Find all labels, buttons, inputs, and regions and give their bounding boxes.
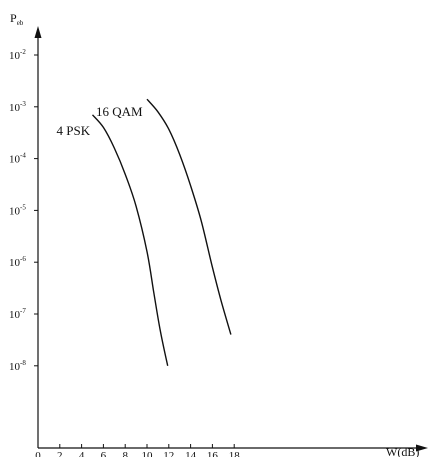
y-ticks: 10-2 10-3 10-4 10-5 10-6 10-7 10-8 — [9, 48, 38, 373]
y-axis-label-main: P — [10, 11, 17, 25]
y-axis-arrow — [34, 26, 42, 38]
x-axis-label: W(dB) — [386, 445, 419, 457]
x-tick-label: 4 — [79, 450, 85, 457]
x-tick-label: 6 — [101, 450, 107, 457]
x-tick-label: 16 — [207, 450, 219, 457]
y-tick-label: 10-4 — [9, 152, 26, 166]
series-label-16qam: 16 QAM — [96, 104, 143, 119]
x-tick-label: 18 — [229, 450, 241, 457]
x-tick-label: 10 — [142, 450, 154, 457]
series-label-4psk: 4 PSK — [57, 123, 91, 138]
series-labels: 4 PSK 16 QAM — [57, 104, 144, 138]
y-tick-label: 10-6 — [9, 255, 26, 269]
x-tick-label: 2 — [57, 450, 63, 457]
y-tick-label: 10-8 — [9, 359, 26, 373]
series-line-4psk — [91, 114, 169, 366]
axes — [34, 26, 428, 452]
x-ticks: 0 2 4 6 8 10 12 14 16 18 — [35, 444, 240, 457]
y-tick-label: 10-3 — [9, 100, 26, 114]
x-tick-label: 0 — [35, 450, 41, 457]
x-tick-label: 8 — [122, 450, 128, 457]
svg-text:Peb: Peb — [10, 11, 24, 27]
y-tick-label: 10-5 — [9, 203, 26, 217]
x-tick-label: 14 — [185, 450, 197, 457]
y-axis-label-sub: eb — [17, 19, 24, 27]
x-axis-arrow — [416, 444, 428, 452]
y-axis-label: Peb — [10, 11, 24, 27]
series — [91, 98, 232, 366]
y-tick-label: 10-2 — [9, 48, 26, 62]
series-line-16qam — [146, 98, 232, 335]
y-tick-label: 10-7 — [9, 307, 26, 321]
x-tick-label: 12 — [163, 450, 174, 457]
